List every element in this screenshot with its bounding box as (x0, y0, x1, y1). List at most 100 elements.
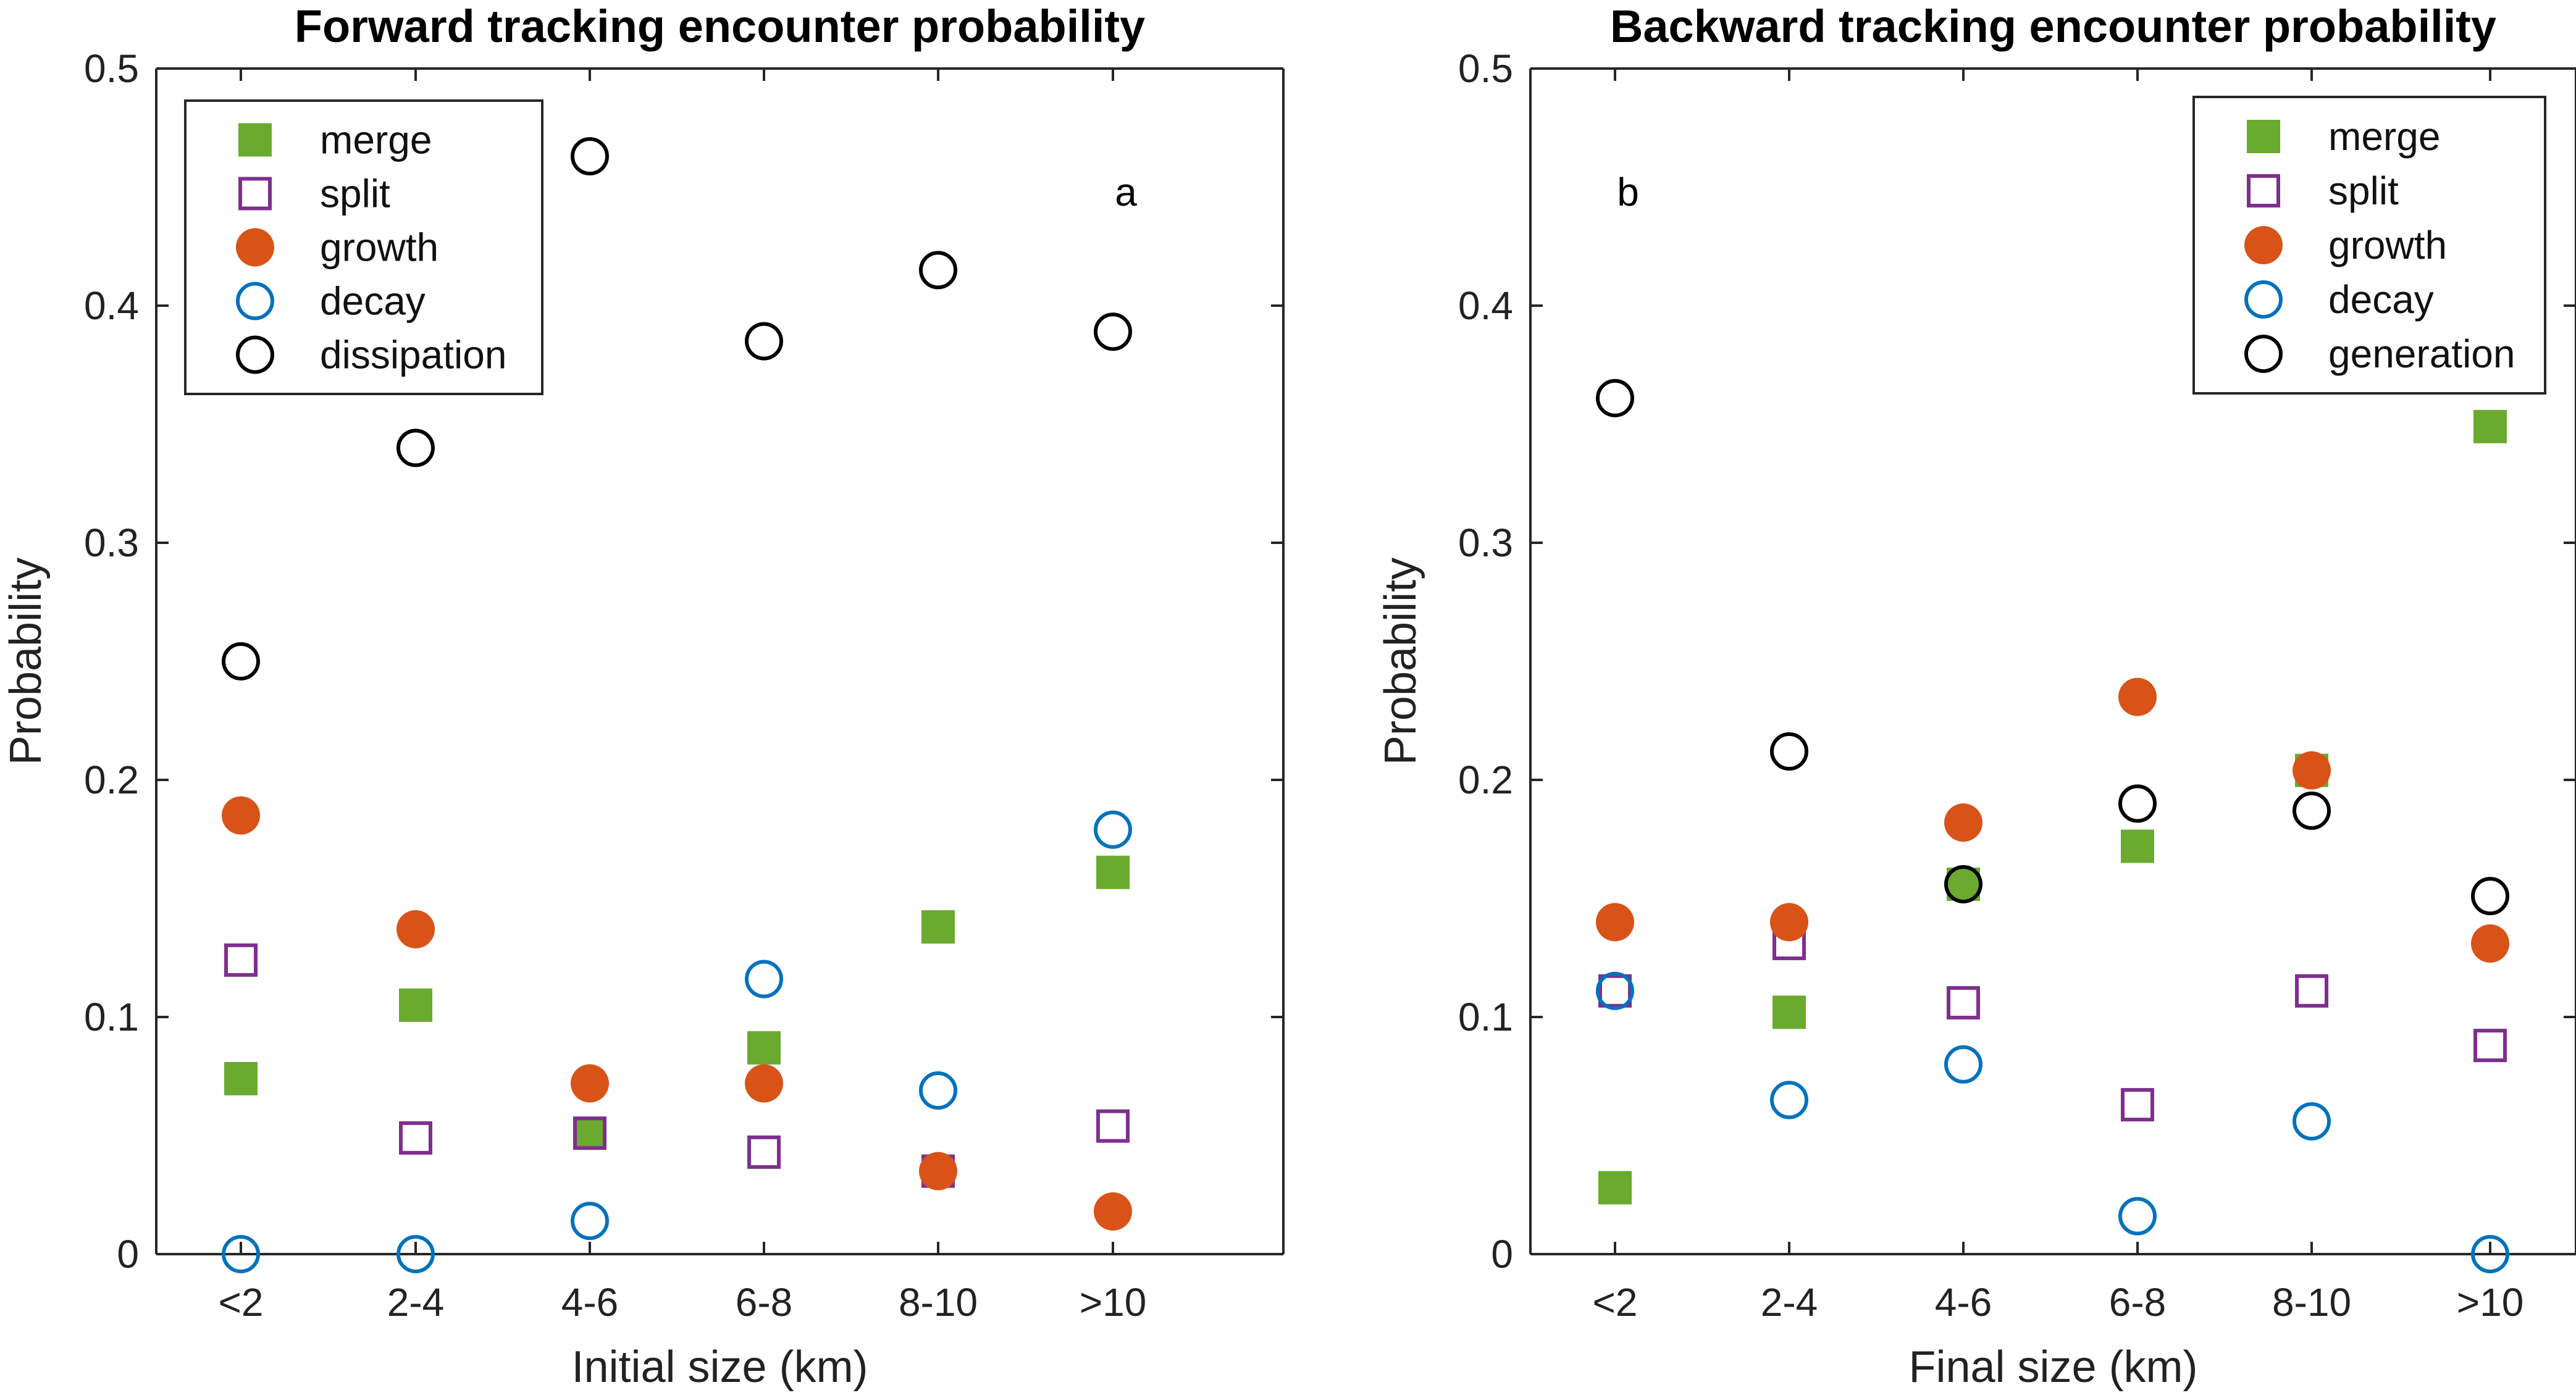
x-tick-label: 4-6 (1935, 1280, 1992, 1325)
data-point-decay (222, 1235, 260, 1273)
series-split (1598, 926, 2507, 1122)
series-growth (1596, 677, 2509, 963)
x-tick-label: >10 (2457, 1280, 2524, 1325)
data-point-growth (396, 910, 435, 948)
series-generation (1596, 379, 2509, 916)
legend-marker-merge (2247, 120, 2280, 153)
legend-label-merge: merge (320, 118, 432, 162)
y-tick-label: 0.1 (1458, 995, 1513, 1039)
data-point-decay (2118, 1197, 2157, 1236)
legend-marker-split (238, 177, 272, 211)
legend-marker-split (2247, 174, 2280, 207)
y-tick-label: 0.4 (1458, 283, 1513, 328)
legend-label-growth: growth (2328, 223, 2447, 267)
x-tick-label: 6-8 (736, 1280, 793, 1325)
legend-marker-growth (236, 228, 274, 267)
data-point-growth (919, 1152, 957, 1191)
data-point-decay (2471, 1235, 2509, 1273)
data-point-generation (2293, 791, 2331, 830)
data-point-dissipation (396, 429, 435, 467)
data-point-generation (2471, 877, 2509, 916)
legend-label-merge: merge (2328, 114, 2440, 159)
legend-marker-decay (2244, 280, 2283, 319)
data-point-dissipation (222, 642, 260, 680)
y-tick-label: 0.5 (1458, 46, 1513, 91)
legend: merge split growth decay generation (2192, 96, 2546, 395)
data-point-growth (1770, 903, 1808, 942)
y-tick-label: 0.2 (84, 758, 139, 802)
data-point-generation (1770, 732, 1808, 771)
data-point-growth (2293, 751, 2331, 790)
data-point-dissipation (571, 137, 609, 176)
y-axis-label: Probability (1, 558, 51, 765)
x-tick-label: 8-10 (899, 1280, 978, 1325)
data-point-split (399, 1121, 432, 1155)
data-point-split (1947, 986, 1980, 1019)
data-point-decay (919, 1071, 957, 1110)
data-point-split (573, 1116, 606, 1150)
data-point-decay (571, 1202, 609, 1241)
panel-backward: Backward tracking encounter probability 0… (1376, 1, 2576, 1392)
series-merge (1598, 409, 2507, 1205)
data-point-growth (2118, 677, 2157, 716)
y-tick-label: 0.1 (84, 995, 139, 1039)
data-point-generation (2118, 784, 2157, 823)
legend-label-dissipation: dissipation (320, 333, 506, 377)
series-split (224, 943, 1130, 1188)
data-point-merge (1096, 855, 1130, 889)
chart-title: Forward tracking encounter probability (295, 1, 1145, 52)
x-axis-label: Final size (km) (1908, 1342, 2197, 1392)
data-point-split (1096, 1109, 1130, 1143)
legend-marker-dissipation (236, 335, 274, 374)
data-point-decay (1944, 1045, 1982, 1084)
data-point-merge (2121, 829, 2154, 863)
chart-title: Backward tracking encounter probability (1610, 1, 2496, 52)
data-point-growth (1944, 803, 1982, 842)
legend-label-split: split (2328, 169, 2399, 213)
data-point-growth (2471, 924, 2509, 963)
data-point-growth (222, 796, 260, 835)
y-tick-label: 0.3 (84, 521, 139, 565)
data-point-generation (1596, 379, 1634, 417)
data-point-dissipation (919, 251, 957, 290)
data-point-dissipation (745, 322, 783, 361)
data-point-dissipation (1094, 312, 1132, 351)
data-point-growth (1596, 903, 1634, 942)
data-point-growth (571, 1064, 609, 1103)
x-tick-label: 2-4 (387, 1280, 445, 1325)
y-tick-label: 0.4 (84, 283, 139, 328)
data-point-merge (1773, 995, 1806, 1029)
data-point-decay (396, 1235, 435, 1273)
legend-marker-generation (2244, 335, 2283, 373)
data-point-decay (745, 960, 783, 998)
data-point-split (224, 943, 258, 977)
data-point-split (2473, 1029, 2507, 1063)
legend-label-decay: decay (2328, 277, 2434, 322)
legend-marker-merge (238, 123, 272, 157)
legend-label-decay: decay (320, 279, 426, 324)
x-tick-label: <2 (219, 1280, 264, 1325)
series-growth (222, 796, 1132, 1231)
panel-forward: Forward tracking encounter probability 0 0… (1, 1, 1285, 1392)
x-tick-label: >10 (1080, 1280, 1147, 1325)
x-tick-label: 2-4 (1761, 1280, 1818, 1325)
data-point-growth (745, 1064, 783, 1103)
data-point-merge (747, 1031, 781, 1065)
legend: merge split growth decay dissipation (184, 99, 543, 395)
legend-label-growth: growth (320, 225, 438, 270)
data-point-split (1598, 974, 1632, 1008)
data-point-merge (1598, 1171, 1632, 1205)
panel-label: a (1115, 170, 1137, 214)
data-point-merge (921, 910, 955, 944)
y-tick-label: 0.3 (1458, 521, 1513, 565)
series-decay (1596, 971, 2509, 1273)
data-point-merge (2473, 409, 2507, 443)
data-point-decay (1770, 1081, 1808, 1120)
legend-label-split: split (320, 172, 390, 216)
data-point-growth (1094, 1192, 1132, 1231)
data-point-split (747, 1135, 781, 1169)
x-tick-label: <2 (1593, 1280, 1638, 1325)
data-point-split (2295, 974, 2328, 1008)
legend-marker-growth (2244, 226, 2283, 264)
